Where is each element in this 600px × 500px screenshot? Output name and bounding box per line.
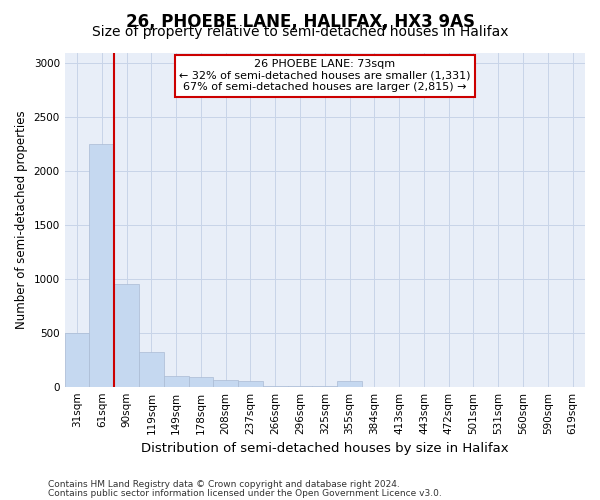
- X-axis label: Distribution of semi-detached houses by size in Halifax: Distribution of semi-detached houses by …: [141, 442, 509, 455]
- Bar: [214, 380, 238, 386]
- Bar: [164, 376, 188, 386]
- Text: Size of property relative to semi-detached houses in Halifax: Size of property relative to semi-detach…: [92, 25, 508, 39]
- Bar: [89, 144, 114, 386]
- Bar: [114, 284, 139, 386]
- Text: 26, PHOEBE LANE, HALIFAX, HX3 9AS: 26, PHOEBE LANE, HALIFAX, HX3 9AS: [125, 12, 475, 30]
- Bar: [337, 382, 362, 386]
- Text: Contains HM Land Registry data © Crown copyright and database right 2024.: Contains HM Land Registry data © Crown c…: [48, 480, 400, 489]
- Bar: [139, 352, 164, 386]
- Y-axis label: Number of semi-detached properties: Number of semi-detached properties: [15, 110, 28, 329]
- Text: 26 PHOEBE LANE: 73sqm
← 32% of semi-detached houses are smaller (1,331)
67% of s: 26 PHOEBE LANE: 73sqm ← 32% of semi-deta…: [179, 59, 470, 92]
- Bar: [65, 333, 89, 386]
- Text: Contains public sector information licensed under the Open Government Licence v3: Contains public sector information licen…: [48, 488, 442, 498]
- Bar: [238, 382, 263, 386]
- Bar: [188, 377, 214, 386]
